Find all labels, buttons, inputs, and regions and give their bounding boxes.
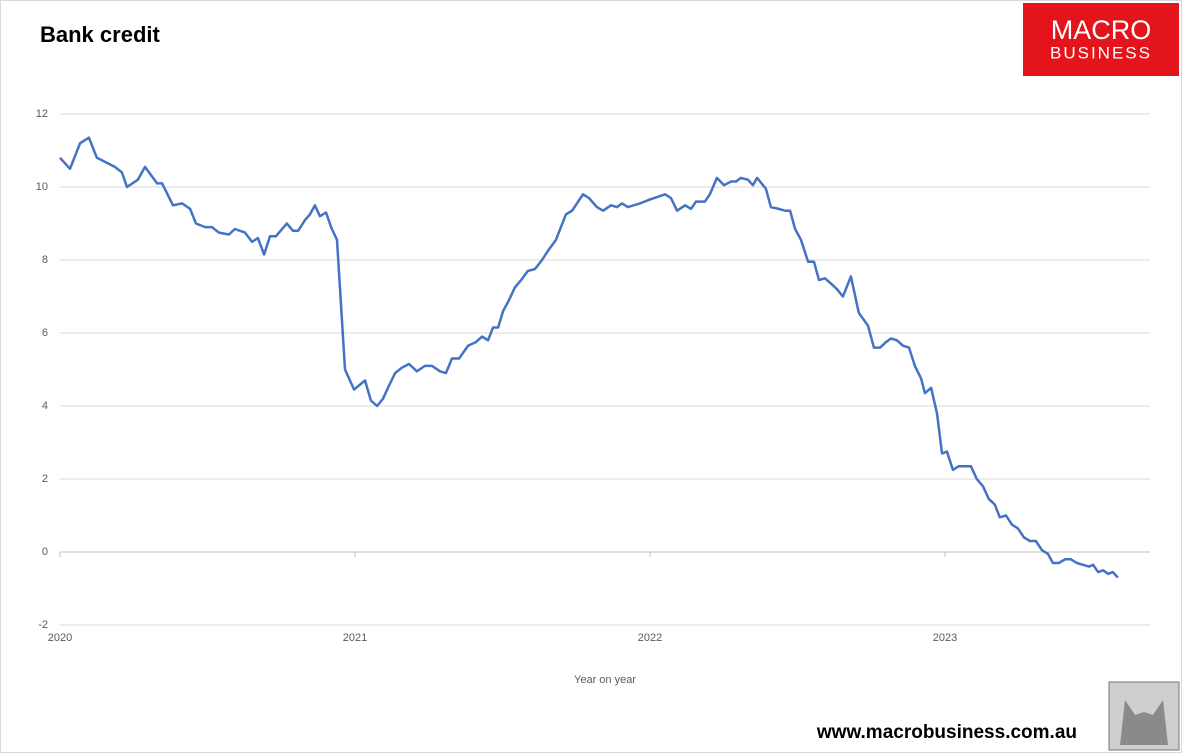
y-tick-label: 2: [42, 473, 48, 485]
y-tick-label: 4: [42, 400, 48, 412]
data-line: [59, 136, 1119, 579]
y-tick-label: 0: [42, 546, 48, 558]
x-tick-label: 2022: [638, 632, 662, 644]
y-tick-label: 12: [36, 108, 48, 120]
y-tick-label: 6: [42, 327, 48, 339]
y-tick-label: -2: [38, 619, 48, 631]
y-tick-label: 10: [36, 181, 48, 193]
source: www.macrobusiness.com.au: [816, 722, 1077, 743]
x-axis-label: Year on year: [574, 674, 636, 686]
wolf-logo: [1120, 700, 1168, 745]
x-tick-label: 2023: [933, 632, 957, 644]
x-tick-label: 2021: [343, 632, 367, 644]
logo-text: MACRO: [1051, 15, 1152, 45]
x-tick-label: 2020: [48, 632, 72, 644]
logo-box: [1023, 3, 1179, 76]
chart-title: Bank credit: [40, 22, 160, 47]
logo-text: BUSINESS: [1050, 43, 1152, 62]
y-tick-label: 8: [42, 254, 48, 266]
